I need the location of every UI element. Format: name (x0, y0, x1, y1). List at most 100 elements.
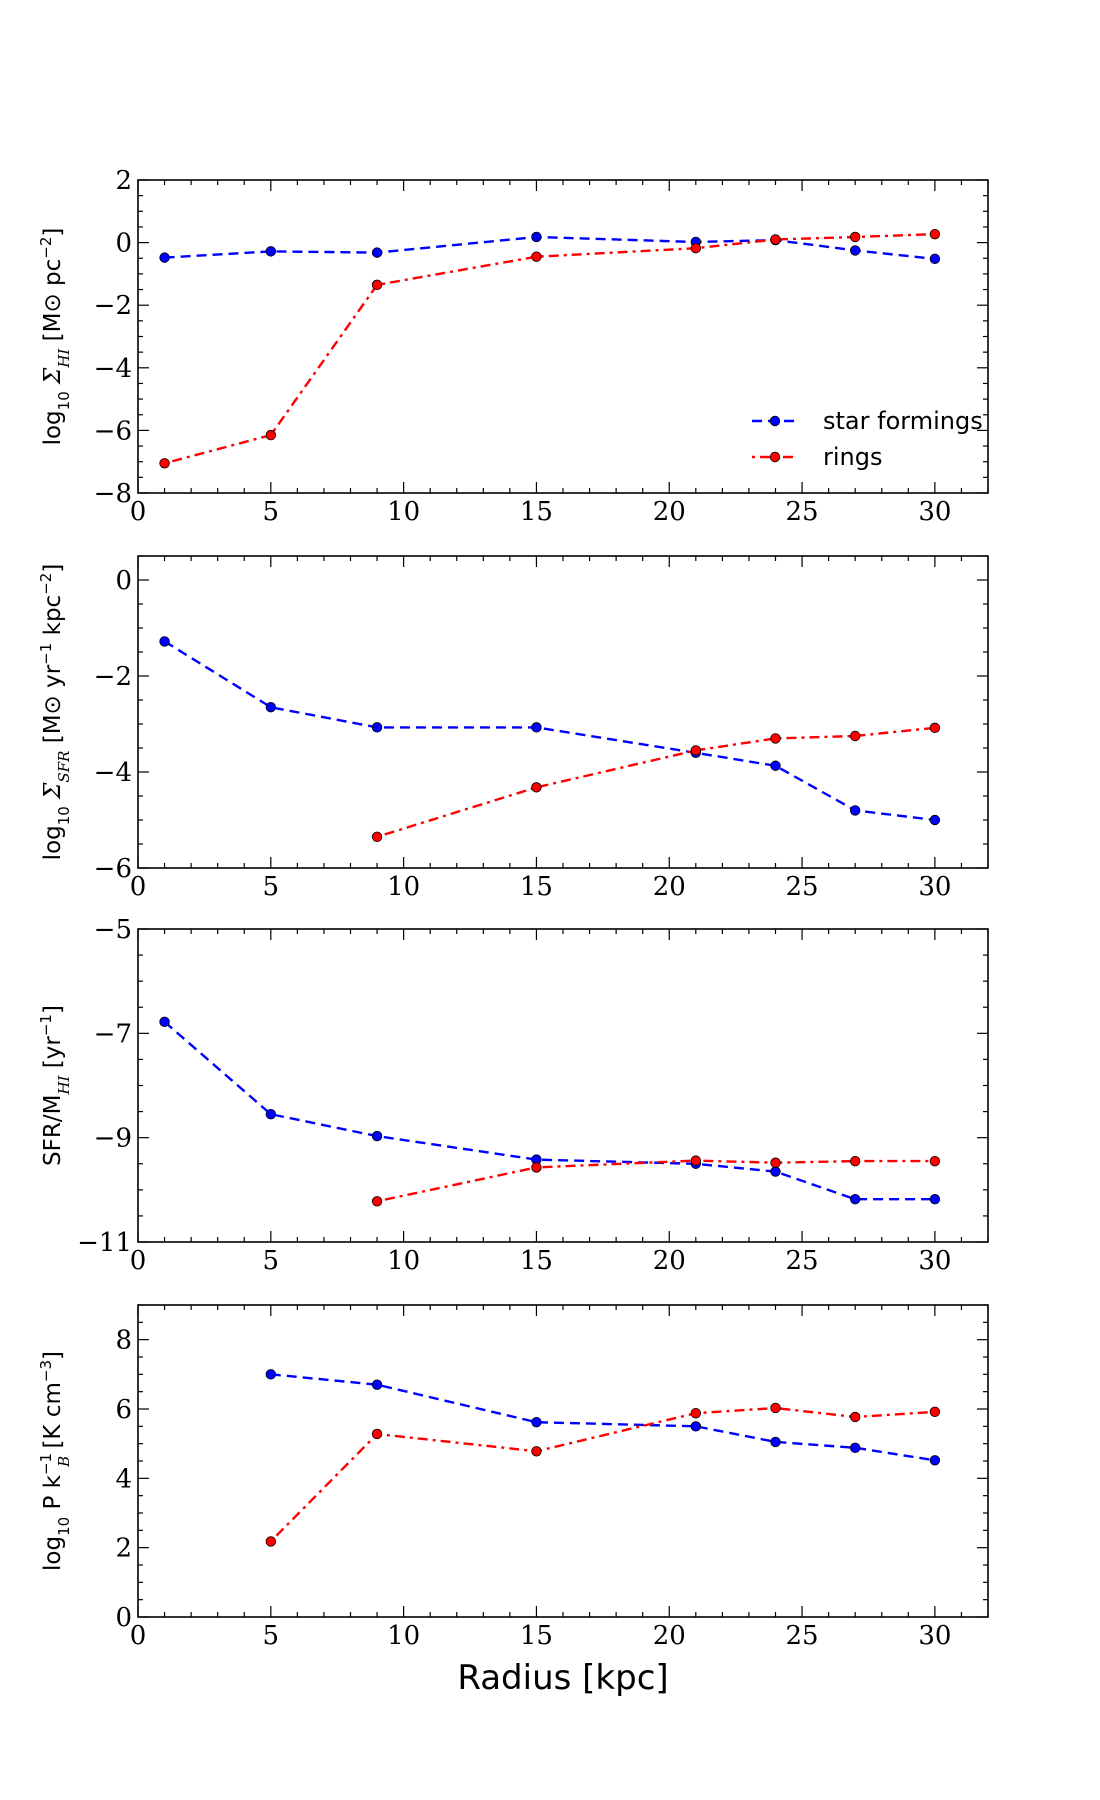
x-tick-label: 30 (918, 1621, 951, 1651)
y-tick-label: 6 (115, 1395, 132, 1425)
x-tick-label: 0 (130, 1621, 147, 1651)
chart-panel-3: 0 5 10 15 20 25 30 −11 −9 −7 −5 SFR/MHI [yr−1] (37, 915, 989, 1276)
data-point-rings (371, 1196, 383, 1207)
data-point-rings (849, 1155, 861, 1167)
data-point-rings (159, 458, 170, 469)
y-tick-label: −4 (94, 354, 132, 384)
data-point-star-formings (849, 1442, 861, 1454)
x-tick-label: 10 (387, 497, 420, 527)
data-point-star-formings (531, 722, 542, 733)
x-tick-label: 20 (653, 1246, 686, 1276)
legend-label: star formings (823, 407, 983, 435)
series-line-star-formings (163, 1020, 935, 1201)
y-tick-label: −11 (77, 1228, 132, 1258)
series-line-rings (164, 232, 935, 465)
legend-marker (769, 415, 781, 427)
data-point-rings (531, 1446, 542, 1457)
y-tick-label: 0 (115, 229, 132, 259)
x-tick-label: 15 (520, 872, 553, 902)
data-point-rings (770, 1402, 781, 1414)
y-tick-label: −2 (94, 662, 132, 692)
data-point-rings (929, 1155, 941, 1167)
data-point-star-formings (159, 636, 170, 647)
legend-marker (769, 451, 781, 463)
y-tick-label: −6 (94, 416, 132, 446)
data-point-rings (770, 1157, 781, 1168)
data-point-star-formings (690, 1421, 702, 1432)
x-tick-label: 20 (653, 1621, 686, 1651)
data-point-rings (690, 243, 702, 254)
plot-frame (137, 928, 989, 1243)
data-point-star-formings (371, 1379, 383, 1390)
y-tick-label: 0 (115, 1603, 132, 1633)
x-tick-label: 15 (520, 1246, 553, 1276)
y-tick-label: −6 (94, 854, 132, 884)
data-point-rings (929, 1406, 941, 1417)
data-point-rings (770, 234, 781, 245)
y-tick-label: −2 (94, 291, 132, 321)
y-tick-label: −8 (94, 479, 132, 509)
data-point-star-formings (929, 814, 941, 826)
data-point-rings (531, 251, 542, 262)
data-point-rings (929, 228, 941, 240)
data-point-rings (371, 831, 383, 843)
x-tick-label: 30 (918, 872, 951, 902)
x-tick-label: 25 (786, 1246, 819, 1276)
data-point-star-formings (849, 1194, 861, 1205)
data-point-rings (371, 279, 383, 291)
x-tick-label: 20 (653, 872, 686, 902)
y-axis-label: log10 ΣHI [M⊙ pc−2] (37, 228, 73, 446)
data-point-star-formings (265, 702, 277, 713)
plot-frame (137, 555, 989, 869)
data-point-star-formings (770, 1436, 781, 1448)
data-point-rings (371, 1428, 383, 1440)
data-point-rings (265, 429, 277, 441)
series-line-star-formings (270, 1373, 936, 1462)
x-tick-label: 5 (263, 497, 280, 527)
series-line-star-formings (164, 235, 936, 261)
data-point-rings (531, 782, 542, 793)
data-point-star-formings (265, 246, 277, 257)
data-point-star-formings (770, 760, 781, 771)
x-tick-label: 30 (918, 497, 951, 527)
data-point-star-formings (929, 1194, 941, 1205)
y-tick-label: −5 (94, 915, 132, 945)
y-axis-label: log10 P k−1B [K cm−3] (37, 1351, 73, 1571)
x-tick-label: 5 (263, 1621, 280, 1651)
x-tick-label: 10 (387, 872, 420, 902)
data-point-star-formings (371, 722, 383, 733)
data-point-star-formings (849, 245, 861, 256)
x-tick-label: 0 (130, 1246, 147, 1276)
y-tick-label: −4 (94, 758, 132, 788)
data-point-star-formings (371, 1130, 383, 1142)
y-tick-label: −9 (94, 1124, 132, 1154)
data-point-star-formings (929, 1455, 941, 1466)
data-point-rings (265, 1536, 277, 1547)
x-tick-label: 30 (918, 1246, 951, 1276)
x-tick-label: 25 (786, 1621, 819, 1651)
data-point-star-formings (770, 1166, 781, 1177)
data-point-star-formings (265, 1369, 277, 1380)
x-tick-label: 15 (520, 1621, 553, 1651)
plot-frame (137, 1304, 989, 1618)
legend: star formings rings (752, 407, 983, 471)
y-tick-label: 8 (115, 1326, 132, 1356)
x-tick-label: 10 (387, 1246, 420, 1276)
data-point-rings (849, 231, 861, 243)
data-point-star-formings (265, 1108, 277, 1120)
data-point-rings (690, 745, 702, 756)
y-tick-label: −7 (94, 1019, 132, 1049)
data-point-rings (849, 730, 861, 742)
y-tick-label: 0 (115, 566, 132, 596)
x-axis-label: Radius [kpc] (457, 1658, 668, 1698)
x-tick-label: 5 (263, 872, 280, 902)
x-tick-label: 10 (387, 1621, 420, 1651)
data-point-star-formings (929, 253, 941, 265)
data-point-star-formings (531, 1416, 542, 1428)
y-tick-label: 2 (115, 1534, 132, 1564)
y-tick-label: 4 (115, 1464, 132, 1494)
data-point-rings (690, 1407, 702, 1419)
y-axis-label: SFR/MHI [yr−1] (37, 1005, 73, 1166)
legend-label: rings (823, 443, 882, 471)
